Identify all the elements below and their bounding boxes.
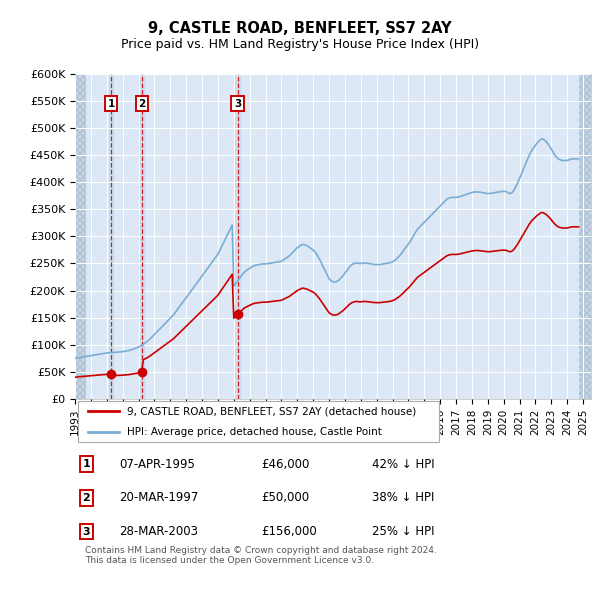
Text: £50,000: £50,000 <box>261 491 309 504</box>
Text: 42% ↓ HPI: 42% ↓ HPI <box>372 458 434 471</box>
Text: 1: 1 <box>107 99 115 109</box>
Text: 2: 2 <box>82 493 90 503</box>
Text: 25% ↓ HPI: 25% ↓ HPI <box>372 525 434 538</box>
FancyBboxPatch shape <box>77 401 439 442</box>
Text: 1: 1 <box>82 459 90 469</box>
Bar <box>109 74 113 399</box>
Text: Contains HM Land Registry data © Crown copyright and database right 2024.
This d: Contains HM Land Registry data © Crown c… <box>85 546 437 565</box>
Text: 38% ↓ HPI: 38% ↓ HPI <box>372 491 434 504</box>
Bar <box>579 74 591 399</box>
Text: 3: 3 <box>83 526 90 536</box>
Bar <box>140 74 145 399</box>
Text: HPI: Average price, detached house, Castle Point: HPI: Average price, detached house, Cast… <box>127 427 382 437</box>
Text: 3: 3 <box>234 99 241 109</box>
Text: 9, CASTLE ROAD, BENFLEET, SS7 2AY (detached house): 9, CASTLE ROAD, BENFLEET, SS7 2AY (detac… <box>127 406 416 416</box>
Text: £46,000: £46,000 <box>261 458 309 471</box>
Text: 2: 2 <box>139 99 146 109</box>
Text: 9, CASTLE ROAD, BENFLEET, SS7 2AY: 9, CASTLE ROAD, BENFLEET, SS7 2AY <box>148 21 452 35</box>
Bar <box>235 74 240 399</box>
Text: £156,000: £156,000 <box>261 525 317 538</box>
Text: 28-MAR-2003: 28-MAR-2003 <box>119 525 198 538</box>
Text: 07-APR-1995: 07-APR-1995 <box>119 458 195 471</box>
Bar <box>75 74 86 399</box>
Text: 20-MAR-1997: 20-MAR-1997 <box>119 491 198 504</box>
Text: Price paid vs. HM Land Registry's House Price Index (HPI): Price paid vs. HM Land Registry's House … <box>121 38 479 51</box>
